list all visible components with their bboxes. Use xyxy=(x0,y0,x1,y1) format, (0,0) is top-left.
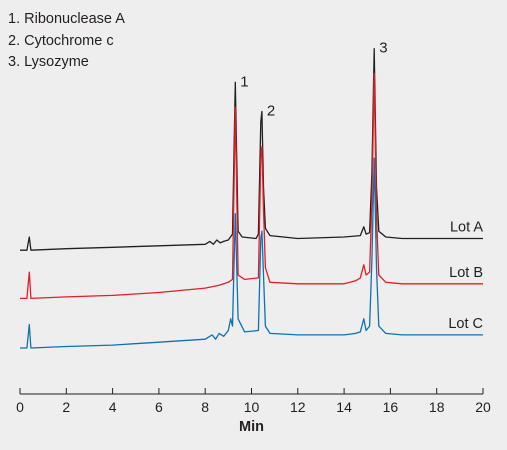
legend-item-2: 2. Cytochrome c xyxy=(8,32,114,49)
x-tick-label: 10 xyxy=(244,399,260,415)
x-tick-label: 12 xyxy=(290,399,306,415)
peak-label-1: 1 xyxy=(240,73,248,90)
series-label-lot-a: Lot A xyxy=(450,220,483,236)
x-tick-label: 2 xyxy=(62,399,70,415)
x-axis: 0 2 4 6 8 10 12 14 16 18 20 Min xyxy=(16,388,491,435)
x-tick-label: 16 xyxy=(383,399,399,415)
series-line-lot-a xyxy=(20,48,483,251)
x-tick-label: 0 xyxy=(16,399,24,415)
x-tick-label: 8 xyxy=(201,399,209,415)
x-tick-label: 14 xyxy=(336,399,352,415)
series-label-lot-c: Lot C xyxy=(448,316,483,332)
peak-label-2: 2 xyxy=(267,103,275,120)
label-layer: Lot A Lot B Lot C 1 2 3 xyxy=(240,40,483,332)
series-layer xyxy=(20,48,483,349)
x-axis-title: Min xyxy=(239,419,264,435)
legend-item-1: 1. Ribonuclease A xyxy=(8,11,125,27)
x-tick-label: 18 xyxy=(429,399,445,415)
peak-label-3: 3 xyxy=(379,40,387,57)
series-label-lot-b: Lot B xyxy=(449,265,483,281)
series-line-lot-c xyxy=(20,157,483,349)
x-tick-label: 6 xyxy=(155,399,163,415)
legend: 1. Ribonuclease A 2. Cytochrome c 3. Lys… xyxy=(8,9,125,74)
x-tick-label: 20 xyxy=(475,399,491,415)
legend-item-3: 3. Lysozyme xyxy=(8,54,89,70)
x-tick-label: 4 xyxy=(109,399,117,415)
series-line-lot-b xyxy=(20,72,483,300)
